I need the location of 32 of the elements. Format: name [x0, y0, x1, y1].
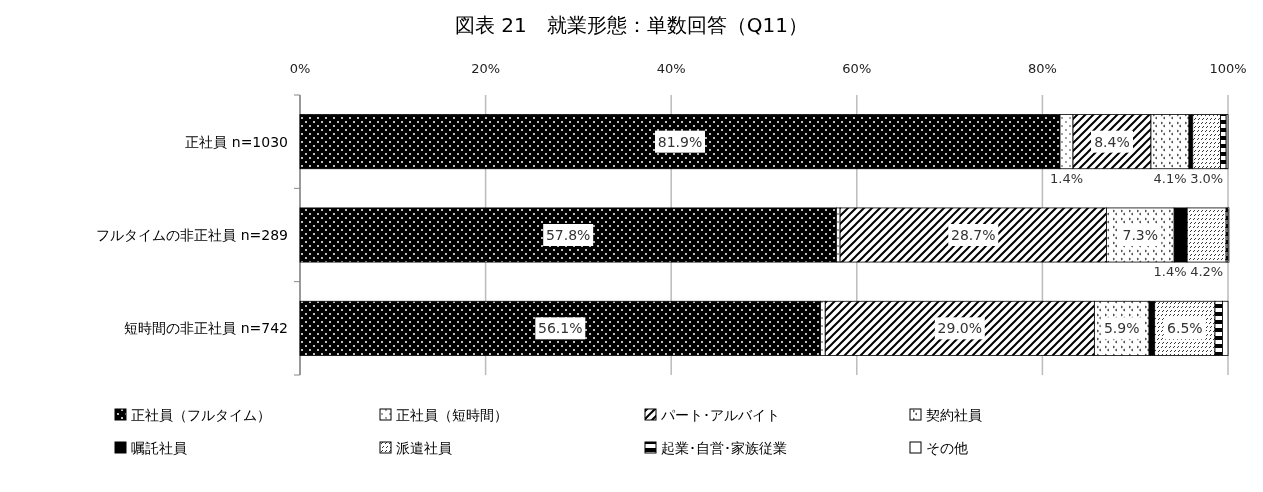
legend-label: パート･アルバイト: [660, 407, 780, 423]
y-tick-label: 正社員 n=1030: [185, 133, 288, 150]
data-label: 8.4%: [1094, 133, 1130, 150]
data-label: 28.7%: [951, 227, 996, 243]
x-tick-label: 60%: [842, 61, 872, 76]
x-tick-label: 20%: [471, 61, 501, 76]
y-tick-label: フルタイムの非正社員 n=289: [96, 227, 288, 243]
legend-label: 起業･自営･家族従業: [661, 440, 787, 456]
data-label: 5.9%: [1103, 320, 1140, 337]
data-label: 81.9%: [657, 133, 703, 150]
data-label: 3.0%: [1190, 170, 1224, 186]
x-tick-label: 100%: [1209, 61, 1247, 76]
data-label: 4.1%: [1153, 170, 1187, 186]
x-tick-label: 80%: [1027, 61, 1057, 76]
legend-label: その他: [926, 440, 968, 456]
chart-title: 図表 21 就業形態：単数回答（Q11）: [455, 13, 808, 37]
y-tick-label: 短時間の非正社員 n=742: [124, 320, 288, 337]
x-tick-label: 40%: [656, 61, 686, 76]
legend-label: 正社員（フルタイム）: [131, 407, 271, 423]
data-label: 1.4%: [1050, 170, 1084, 186]
data-label: 1.4%: [1153, 264, 1187, 280]
x-tick-label: 0%: [289, 61, 311, 76]
data-label: 56.1%: [538, 320, 583, 337]
data-label: 4.2%: [1190, 264, 1224, 280]
legend-label: 契約社員: [926, 407, 982, 423]
data-label: 57.8%: [545, 227, 591, 243]
data-label: 6.5%: [1167, 320, 1203, 337]
legend-label: 正社員（短時間）: [396, 407, 508, 423]
data-label: 7.3%: [1122, 227, 1159, 243]
legend-label: 派遣社員: [396, 440, 452, 456]
legend-label: 嘱託社員: [131, 440, 187, 456]
data-label: 29.0%: [937, 320, 983, 337]
